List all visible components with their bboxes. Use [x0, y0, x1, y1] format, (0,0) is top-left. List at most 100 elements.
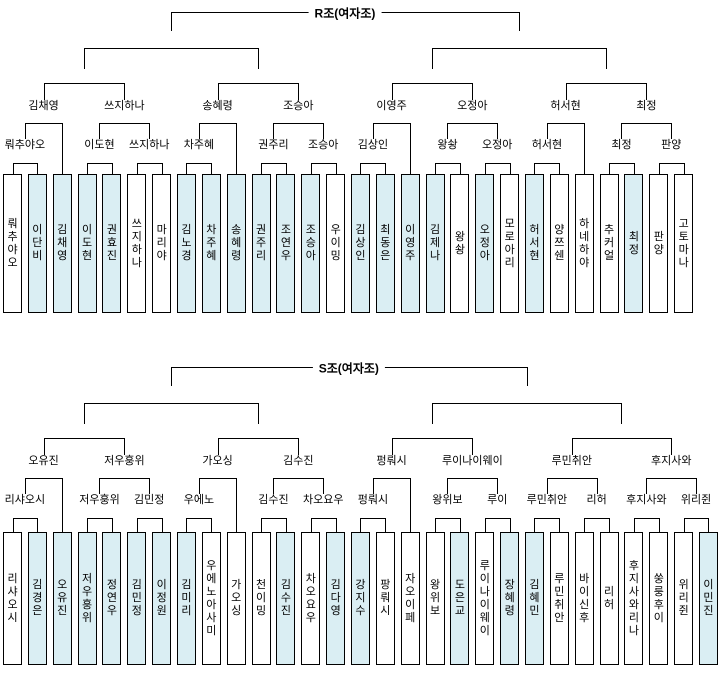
bracket-line — [584, 518, 586, 532]
round2-winner-label: 루이나이웨이 — [441, 455, 503, 467]
bracket-line — [658, 518, 660, 532]
round1-winner-label: 김상인 — [357, 139, 389, 151]
bracket-line — [534, 518, 536, 532]
bracket-line — [497, 123, 499, 139]
bracket-line — [431, 403, 433, 424]
round2-winner-label: 최정 — [636, 100, 657, 112]
bracket-line — [447, 478, 499, 479]
round2-winner-label: 펑뤄시 — [376, 455, 407, 467]
round1-winner-label: 우에노 — [183, 494, 215, 506]
bracket-line — [683, 518, 710, 519]
bracket-line — [372, 123, 412, 124]
bracket-line — [447, 123, 449, 139]
bracket-line — [472, 438, 474, 455]
player-name: 장 혜 령 — [504, 579, 515, 617]
bracket-line — [435, 163, 437, 174]
bracket-line — [472, 83, 474, 100]
player-name: 루 이 나 이 웨 이 — [479, 559, 490, 637]
player-name: 모 로 아 리 — [504, 217, 515, 269]
bracket-line — [410, 478, 412, 532]
player-box: 김 상 인 — [350, 174, 370, 313]
player-name: 차 오 요 우 — [305, 572, 316, 624]
bracket-line — [708, 518, 710, 532]
player-name: 리 샤 오 시 — [7, 572, 18, 624]
bracket-line — [360, 163, 362, 174]
bracket-line — [559, 518, 561, 532]
bracket-line — [136, 518, 138, 532]
player-name: 이 단 비 — [32, 224, 43, 262]
bracket-line — [546, 478, 598, 479]
bracket-line — [526, 367, 528, 386]
bracket-line — [646, 478, 698, 479]
bracket-line — [335, 163, 337, 174]
player-box: 하 네 하 야 — [574, 174, 594, 313]
bracket-line — [646, 478, 648, 494]
bracket-line — [217, 438, 219, 455]
player-box: 강 지 수 — [350, 532, 370, 665]
player-box: 최 동 은 — [375, 174, 395, 313]
player-box: 허 서 현 — [524, 174, 544, 313]
bracket-line — [546, 123, 586, 124]
player-name: 권 주 리 — [256, 224, 267, 262]
round1-winner-label: 차주혜 — [183, 139, 215, 151]
player-name: 김 민 정 — [131, 579, 142, 617]
player-name: 조 승 아 — [305, 224, 316, 262]
player-box: 후 지 사 와 리 나 — [624, 532, 644, 665]
bracket-line — [99, 123, 101, 139]
player-name: 이 정 원 — [156, 579, 167, 617]
bracket-line — [459, 518, 461, 532]
player-name: 도 은 교 — [454, 579, 465, 617]
bracket-line — [391, 83, 474, 84]
bracket-line — [24, 123, 26, 139]
bracket-line — [605, 48, 607, 69]
round1-winner-label: 이도현 — [84, 139, 115, 151]
player-box: 조 승 아 — [301, 174, 321, 313]
player-box: 김 채 영 — [52, 174, 72, 313]
bracket-line — [509, 163, 511, 174]
bracket-line — [609, 518, 611, 532]
player-box: 뤄 추 야 오 — [3, 174, 22, 313]
player-name: 바 이 신 후 — [579, 572, 590, 624]
player-box: 리 샤 오 시 — [3, 532, 22, 665]
player-box: 이 도 현 — [77, 174, 97, 313]
round1-winner-label: 최정 — [611, 139, 632, 151]
bracket-line — [83, 403, 259, 404]
bracket-line — [683, 163, 685, 174]
player-box: 최 정 — [624, 174, 644, 313]
player-name: 조 연 우 — [280, 224, 291, 262]
round1-winner-label: 판양 — [661, 139, 682, 151]
player-name: 허 서 현 — [529, 224, 540, 262]
player-box: 김 노 경 — [176, 174, 196, 313]
bracket-line — [447, 478, 449, 494]
player-box: 차 주 혜 — [201, 174, 221, 313]
player-box: 마 리 야 — [152, 174, 172, 313]
bracket-line — [435, 518, 461, 519]
bracket-line — [658, 163, 660, 174]
bracket-line — [87, 163, 89, 174]
bracket-line — [310, 518, 312, 532]
player-name: 왕 솽 — [454, 230, 465, 256]
player-box: 팡 뤄 시 — [375, 532, 395, 665]
round2-winner-label: 루민취안 — [551, 455, 593, 467]
bracket-line — [633, 518, 660, 519]
bracket-line — [518, 12, 520, 31]
player-box: 도 은 교 — [450, 532, 470, 665]
player-box: 이 정 원 — [152, 532, 172, 665]
player-name: 김 혜 민 — [529, 579, 540, 617]
player-box: 루 민 취 안 — [549, 532, 569, 665]
bracket-line — [323, 123, 325, 139]
player-box: 루 이 나 이 웨 이 — [475, 532, 495, 665]
bracket-line — [43, 438, 126, 439]
bracket-line — [136, 163, 163, 164]
round1-winner-label: 저우훙위 — [79, 494, 120, 506]
player-box: 쓰 지 하 나 — [127, 174, 147, 313]
player-box: 리 허 — [599, 532, 619, 665]
bracket-line — [385, 518, 387, 532]
player-name: 강 지 수 — [355, 579, 366, 617]
player-box: 권 주 리 — [251, 174, 271, 313]
player-name: 팡 뤄 시 — [380, 579, 391, 617]
bracket-line — [633, 163, 635, 174]
player-box: 이 단 비 — [27, 174, 47, 313]
